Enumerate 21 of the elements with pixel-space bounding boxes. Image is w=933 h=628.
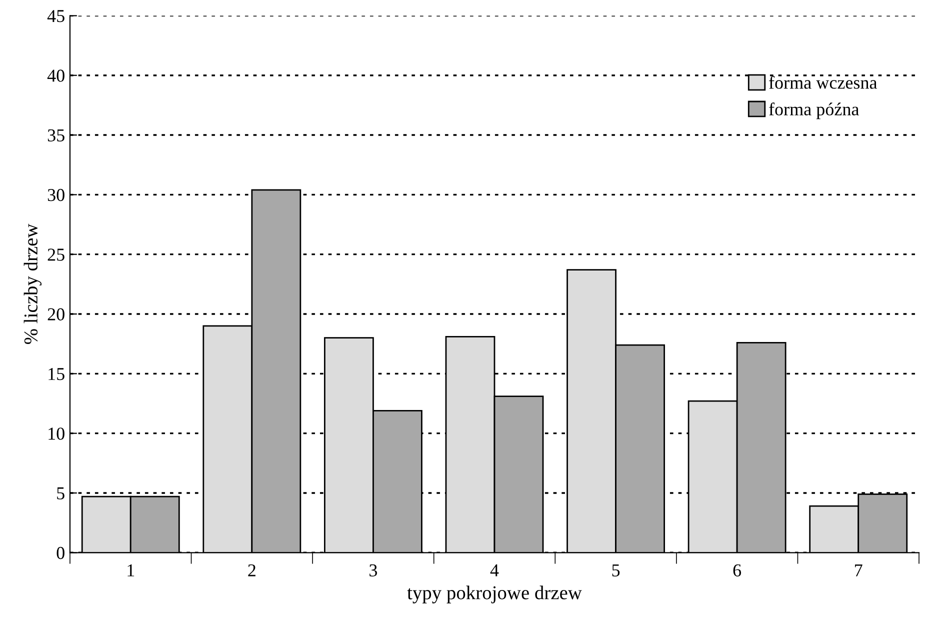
y-axis-title: % liczby drzew: [24, 224, 42, 344]
y-tick-label: 40: [47, 70, 64, 82]
x-axis-title: typy pokrojowe drzew: [407, 586, 582, 604]
x-tick-label: 6: [733, 564, 742, 576]
y-tick-label: 10: [48, 428, 64, 440]
legend-label: forma późna: [769, 102, 859, 120]
x-tick-label: 5: [612, 564, 620, 576]
y-tick-label: 30: [48, 188, 64, 202]
x-tick-label: 4: [490, 564, 499, 576]
x-tick-label: 7: [855, 564, 862, 576]
x-tick-label: 2: [248, 564, 256, 576]
legend-label: forma wczesna: [769, 76, 878, 89]
y-tick-label: 45: [47, 10, 64, 22]
y-tick-label: 25: [48, 248, 64, 261]
y-tick-label: 35: [48, 129, 64, 142]
y-tick-label: 0: [56, 546, 64, 560]
y-tick-label: 15: [48, 368, 64, 380]
x-tick-label: 3: [370, 564, 378, 576]
y-tick-label: 5: [57, 487, 64, 500]
y-tick-label: 20: [48, 308, 64, 320]
x-tick-label: 1: [128, 564, 134, 576]
